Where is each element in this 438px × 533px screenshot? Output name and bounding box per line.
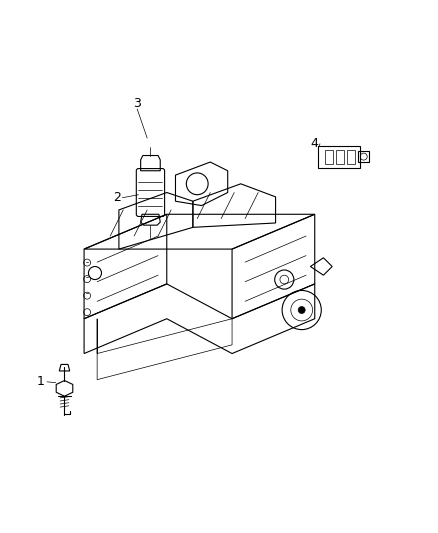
Circle shape bbox=[298, 306, 305, 313]
Text: 2: 2 bbox=[113, 191, 120, 204]
Text: 4: 4 bbox=[311, 138, 319, 150]
Text: 1: 1 bbox=[37, 375, 45, 389]
Text: 3: 3 bbox=[133, 97, 141, 110]
